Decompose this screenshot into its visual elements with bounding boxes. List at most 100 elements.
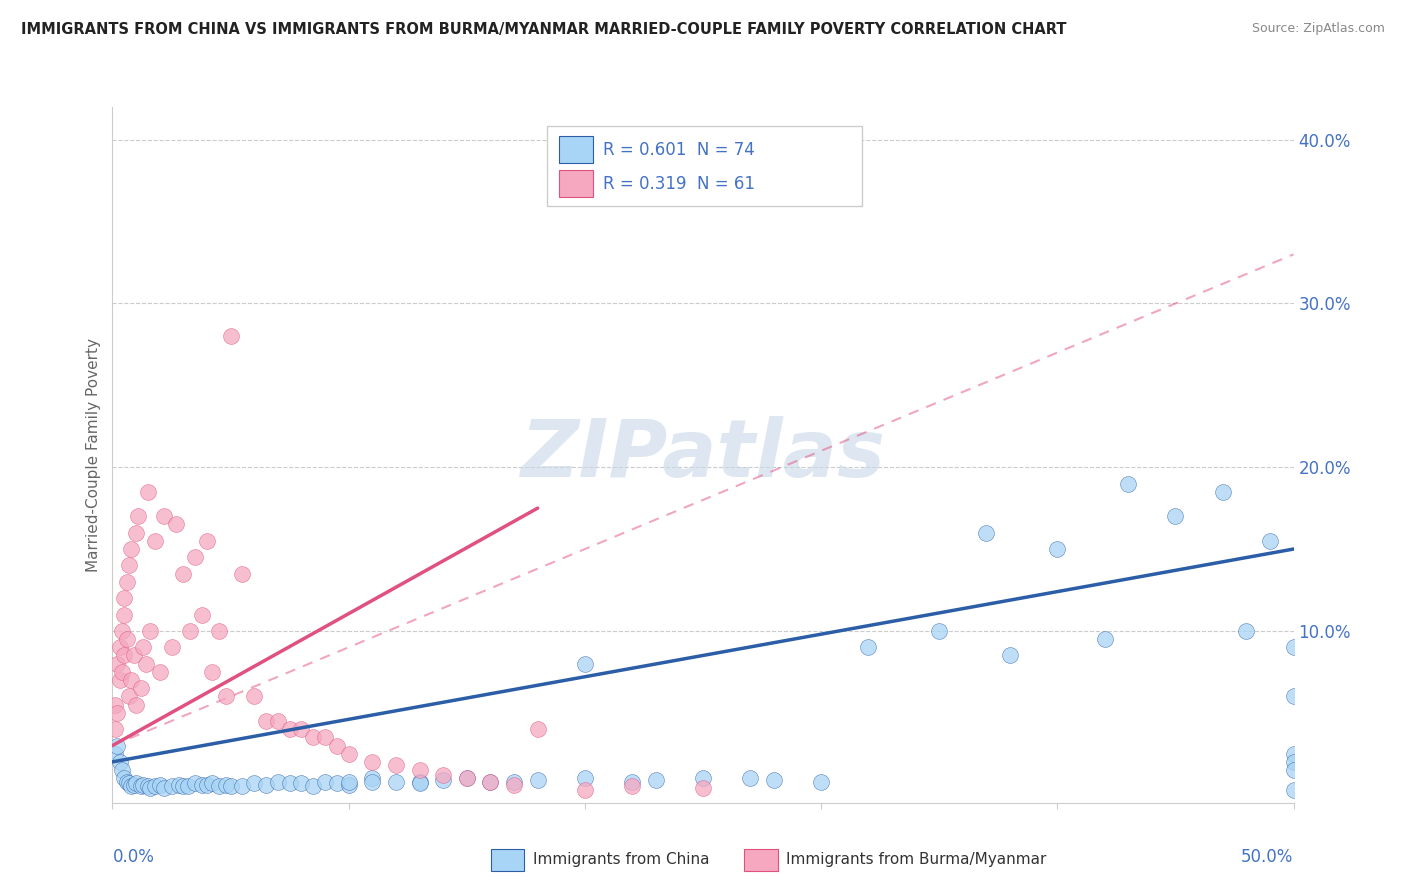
Point — [1164, 509, 1187, 524]
Point — [129, 780, 152, 794]
Point — [143, 780, 166, 794]
Point — [1046, 542, 1069, 557]
Text: Immigrants from Burma/Myanmar: Immigrants from Burma/Myanmar — [786, 852, 1046, 867]
Point — [456, 771, 478, 785]
Text: R = 0.601  N = 74: R = 0.601 N = 74 — [603, 141, 755, 159]
Point — [621, 780, 644, 794]
Point — [408, 776, 430, 790]
Point — [998, 648, 1021, 663]
Point — [858, 640, 880, 655]
Point — [254, 778, 277, 792]
Point — [115, 632, 138, 646]
Point — [111, 763, 134, 777]
Text: Source: ZipAtlas.com: Source: ZipAtlas.com — [1251, 22, 1385, 36]
Y-axis label: Married-Couple Family Poverty: Married-Couple Family Poverty — [86, 338, 101, 572]
Point — [1234, 624, 1257, 638]
Point — [326, 776, 349, 790]
Point — [254, 714, 277, 728]
Point — [118, 558, 141, 573]
Point — [928, 624, 950, 638]
Point — [201, 665, 224, 679]
Point — [105, 706, 128, 720]
Point — [125, 525, 148, 540]
Point — [361, 774, 384, 789]
Point — [302, 731, 325, 745]
Point — [191, 778, 214, 792]
Point — [337, 747, 360, 761]
Point — [432, 772, 454, 787]
Point — [177, 780, 200, 794]
Point — [231, 566, 253, 581]
Point — [120, 542, 142, 557]
Point — [136, 484, 159, 499]
Point — [408, 763, 430, 777]
Point — [191, 607, 214, 622]
Point — [118, 776, 141, 790]
Point — [201, 776, 224, 790]
Point — [503, 778, 526, 792]
Point — [976, 525, 998, 540]
Point — [1094, 632, 1116, 646]
Point — [104, 722, 127, 736]
Point — [267, 774, 290, 789]
Point — [160, 640, 183, 655]
Point — [125, 776, 148, 790]
Point — [108, 755, 131, 769]
Point — [314, 731, 336, 745]
Point — [479, 774, 502, 789]
Point — [219, 780, 242, 794]
Point — [243, 690, 266, 704]
Point — [574, 771, 596, 785]
Point — [111, 665, 134, 679]
Point — [574, 782, 596, 797]
Point — [1258, 533, 1281, 548]
Point — [219, 329, 242, 343]
Point — [195, 778, 218, 792]
Point — [644, 772, 666, 787]
Point — [112, 771, 135, 785]
Point — [762, 772, 785, 787]
Point — [243, 776, 266, 790]
Point — [149, 778, 172, 792]
Point — [122, 778, 145, 792]
Point — [810, 774, 832, 789]
Point — [215, 690, 238, 704]
Point — [278, 722, 301, 736]
Point — [267, 714, 290, 728]
Point — [337, 778, 360, 792]
Point — [208, 624, 231, 638]
Point — [326, 739, 349, 753]
Point — [479, 774, 502, 789]
Point — [129, 681, 152, 696]
Point — [122, 648, 145, 663]
Text: Immigrants from China: Immigrants from China — [533, 852, 710, 867]
Point — [132, 640, 155, 655]
Point — [108, 673, 131, 687]
Point — [132, 778, 155, 792]
Text: 0.0%: 0.0% — [112, 848, 155, 866]
Point — [112, 607, 135, 622]
Point — [172, 566, 194, 581]
Point — [143, 533, 166, 548]
Point — [290, 776, 312, 790]
Point — [118, 690, 141, 704]
Point — [179, 624, 201, 638]
Point — [692, 771, 714, 785]
Point — [153, 509, 176, 524]
Point — [120, 780, 142, 794]
Point — [125, 698, 148, 712]
Point — [135, 657, 157, 671]
Point — [165, 517, 187, 532]
Point — [104, 747, 127, 761]
Point — [385, 774, 408, 789]
Point — [503, 774, 526, 789]
Point — [361, 771, 384, 785]
Point — [208, 780, 231, 794]
Point — [167, 778, 190, 792]
Point — [120, 673, 142, 687]
Point — [408, 774, 430, 789]
Point — [337, 774, 360, 789]
Point — [108, 640, 131, 655]
Point — [385, 758, 408, 772]
Text: ZIPatlas: ZIPatlas — [520, 416, 886, 494]
